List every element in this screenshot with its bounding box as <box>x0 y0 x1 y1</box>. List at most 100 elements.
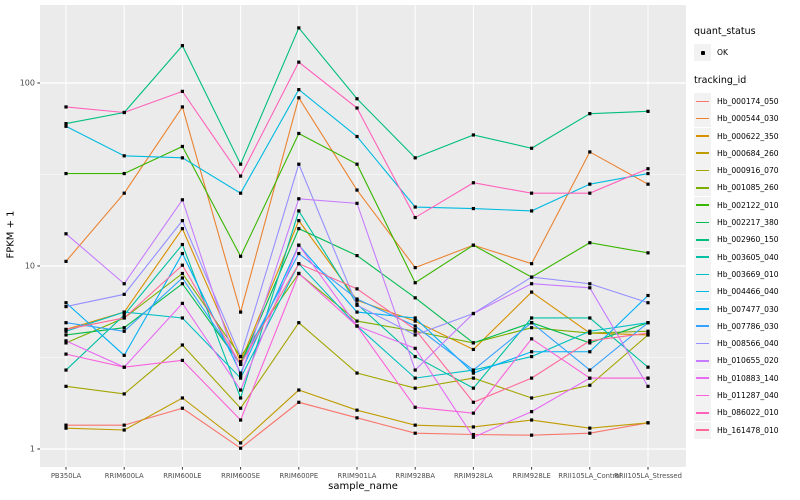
data-point <box>122 326 126 330</box>
legend-item-label: Hb_003605_040 <box>717 252 779 262</box>
data-point <box>588 339 592 343</box>
data-point <box>530 337 534 341</box>
legend-item-Hb_000622_350: Hb_000622_350 <box>694 127 798 145</box>
data-point <box>530 191 534 195</box>
data-point <box>471 347 475 352</box>
data-point <box>413 354 417 359</box>
data-point <box>180 301 184 305</box>
data-point <box>588 286 592 290</box>
x-tick-label: RRIM600LA <box>105 472 144 480</box>
x-tick-label: RRIM901LA <box>338 472 377 480</box>
data-point <box>122 329 126 333</box>
legend-item-label: Hb_000174_050 <box>717 97 779 106</box>
data-point <box>239 371 243 375</box>
data-point <box>588 431 592 435</box>
data-point <box>355 97 359 101</box>
data-point <box>530 410 534 414</box>
data-point <box>646 182 650 186</box>
data-point <box>64 301 68 305</box>
data-point <box>122 313 126 317</box>
line-key-icon <box>694 110 711 128</box>
line-key-icon <box>694 248 711 266</box>
legend-item-label: Hb_008566_040 <box>717 339 779 349</box>
line-key-icon <box>694 283 711 301</box>
y-tick-label: 10 <box>25 262 35 271</box>
line-key-icon <box>694 300 711 318</box>
data-point <box>122 154 126 158</box>
data-point <box>122 310 126 314</box>
data-point <box>64 232 68 236</box>
data-point <box>471 368 475 372</box>
line-key-icon <box>694 421 711 439</box>
data-point <box>413 266 417 270</box>
data-point <box>588 331 592 335</box>
data-point <box>646 331 650 335</box>
data-point <box>530 326 534 330</box>
data-point <box>180 105 184 109</box>
legend-item-label: Hb_007786_030 <box>717 321 779 331</box>
data-point <box>122 282 126 286</box>
data-point <box>355 106 359 110</box>
data-point <box>471 386 475 390</box>
data-point <box>180 276 184 280</box>
data-point <box>297 227 301 231</box>
legend-item-label: Hb_000622_350 <box>717 131 779 141</box>
x-tick-label: RRIM600PE <box>279 472 318 480</box>
legend-item-Hb_000544_030: Hb_000544_030 <box>694 110 798 128</box>
data-point <box>64 321 68 325</box>
data-point <box>239 191 243 195</box>
line-key-icon <box>694 144 711 162</box>
data-point <box>64 341 68 345</box>
data-point <box>297 271 301 276</box>
data-point <box>64 333 68 337</box>
line-key-icon <box>694 93 711 110</box>
data-point <box>413 405 417 409</box>
data-point <box>646 109 650 113</box>
legend-item-label: Hb_001085_260 <box>717 183 779 193</box>
data-point <box>646 421 650 425</box>
data-point <box>297 219 301 223</box>
data-point <box>64 352 68 356</box>
line-key-icon <box>694 387 711 405</box>
data-point <box>180 198 184 202</box>
data-point <box>239 254 243 258</box>
data-point <box>355 416 359 420</box>
data-point <box>180 358 184 362</box>
data-point <box>413 215 417 220</box>
data-point <box>180 396 184 400</box>
data-point <box>646 171 650 176</box>
data-point <box>530 376 534 380</box>
data-point <box>471 341 475 345</box>
line-key-icon <box>694 127 711 145</box>
legend-quant-status-title: quant_status <box>694 26 756 37</box>
data-point <box>413 316 417 320</box>
data-point <box>180 251 184 256</box>
data-point <box>646 329 650 333</box>
data-point <box>297 400 301 404</box>
data-point <box>239 162 243 166</box>
data-point <box>413 346 417 350</box>
data-point <box>355 371 359 375</box>
data-point <box>239 174 243 178</box>
data-point <box>122 423 126 427</box>
data-point <box>471 243 475 247</box>
data-point <box>180 271 184 276</box>
data-point <box>180 219 184 223</box>
data-point <box>355 297 359 301</box>
data-point <box>64 426 68 430</box>
data-point <box>471 206 475 211</box>
data-point <box>530 321 534 325</box>
data-point <box>471 371 475 375</box>
data-point <box>588 316 592 320</box>
legend-item-label: Hb_086022_010 <box>717 408 779 418</box>
data-point <box>530 209 534 213</box>
legend-item-Hb_003605_040: Hb_003605_040 <box>694 248 798 266</box>
data-point <box>530 418 534 422</box>
data-point <box>122 292 126 296</box>
data-point <box>64 368 68 372</box>
data-point <box>588 426 592 430</box>
data-point <box>180 406 184 410</box>
data-point <box>646 321 650 325</box>
legend-item-Hb_003669_010: Hb_003669_010 <box>694 265 798 283</box>
